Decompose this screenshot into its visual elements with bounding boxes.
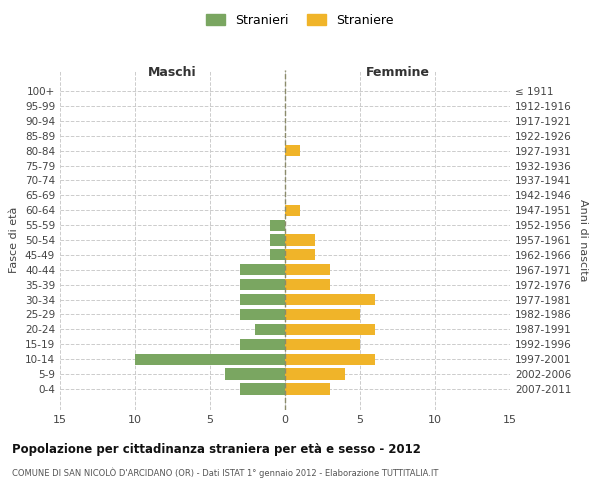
Text: Popolazione per cittadinanza straniera per età e sesso - 2012: Popolazione per cittadinanza straniera p… (12, 442, 421, 456)
Bar (240, 309, 285, 320)
Bar (240, 384, 285, 394)
Bar (285, 324, 375, 335)
Bar (255, 324, 285, 335)
Bar (285, 294, 375, 305)
Bar (240, 338, 285, 350)
Legend: Stranieri, Straniere: Stranieri, Straniere (202, 8, 398, 32)
Bar (285, 250, 315, 260)
Text: Femmine: Femmine (365, 66, 430, 79)
Bar (285, 368, 345, 380)
Bar (240, 294, 285, 305)
Y-axis label: Anni di nascita: Anni di nascita (578, 198, 588, 281)
Bar (225, 368, 285, 380)
Bar (270, 234, 285, 246)
Bar (285, 354, 375, 365)
Bar (285, 384, 330, 394)
Bar (285, 279, 330, 290)
Bar (285, 145, 300, 156)
Text: Maschi: Maschi (148, 66, 197, 79)
Bar (285, 309, 360, 320)
Bar (285, 234, 315, 246)
Bar (270, 220, 285, 230)
Bar (135, 354, 285, 365)
Bar (270, 250, 285, 260)
Bar (285, 338, 360, 350)
Bar (285, 204, 300, 216)
Text: COMUNE DI SAN NICOLÒ D'ARCIDANO (OR) - Dati ISTAT 1° gennaio 2012 - Elaborazione: COMUNE DI SAN NICOLÒ D'ARCIDANO (OR) - D… (12, 468, 439, 478)
Bar (240, 279, 285, 290)
Y-axis label: Fasce di età: Fasce di età (10, 207, 19, 273)
Bar (285, 264, 330, 276)
Bar (240, 264, 285, 276)
